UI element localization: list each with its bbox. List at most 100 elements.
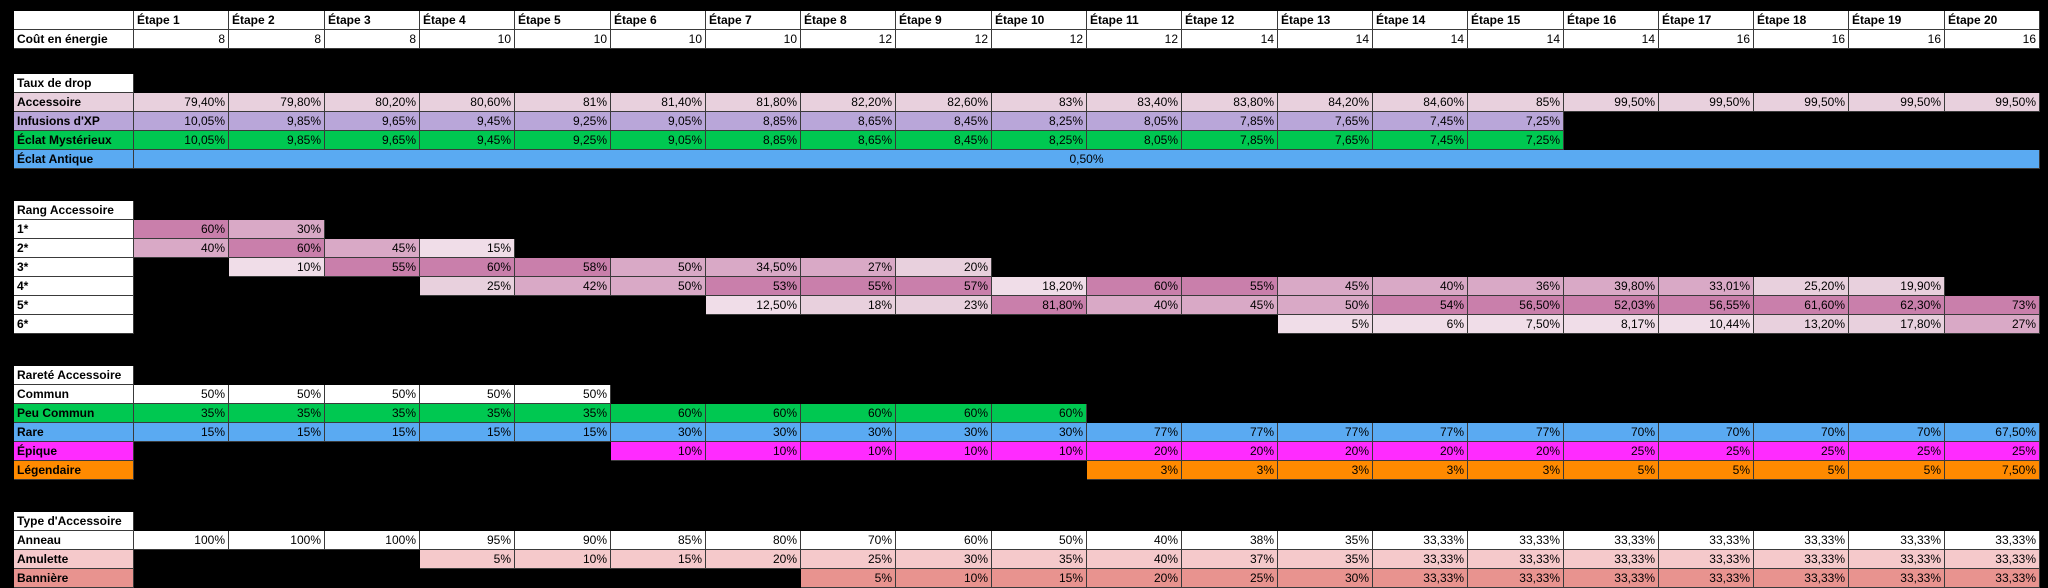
value-cell[interactable]: 8,25% — [992, 131, 1087, 150]
value-cell[interactable]: 84,20% — [1278, 93, 1373, 112]
value-cell[interactable]: 15% — [134, 423, 229, 442]
value-cell[interactable]: 34,50% — [706, 258, 801, 277]
value-cell[interactable]: 33,33% — [1754, 531, 1849, 550]
value-cell[interactable]: 50% — [611, 258, 706, 277]
value-cell[interactable]: 85% — [611, 531, 706, 550]
value-cell[interactable]: 13,20% — [1754, 315, 1849, 334]
row-label[interactable]: Épique — [14, 442, 134, 461]
stage-header[interactable]: Étape 12 — [1182, 11, 1278, 30]
value-cell[interactable]: 3% — [1278, 461, 1373, 480]
value-cell[interactable]: 57% — [896, 277, 992, 296]
value-cell[interactable]: 15% — [229, 423, 325, 442]
row-label[interactable]: 6* — [14, 315, 134, 334]
section-title[interactable]: Type d'Accessoire — [14, 512, 134, 531]
value-cell[interactable]: 99,50% — [1754, 93, 1849, 112]
value-cell[interactable]: 25,20% — [1754, 277, 1849, 296]
value-cell[interactable]: 81% — [515, 93, 611, 112]
value-cell[interactable]: 56,50% — [1468, 296, 1564, 315]
value-cell[interactable]: 36% — [1468, 277, 1564, 296]
value-cell[interactable]: 30% — [706, 423, 801, 442]
stage-header[interactable]: Étape 18 — [1754, 11, 1849, 30]
value-cell[interactable]: 8,05% — [1087, 131, 1182, 150]
value-cell[interactable]: 9,85% — [229, 112, 325, 131]
section-title[interactable]: Taux de drop — [14, 74, 134, 93]
value-cell[interactable]: 3% — [1087, 461, 1182, 480]
value-cell[interactable]: 10,05% — [134, 112, 229, 131]
stage-header[interactable]: Étape 2 — [229, 11, 325, 30]
value-cell[interactable]: 30% — [896, 550, 992, 569]
value-cell[interactable]: 33,33% — [1564, 550, 1659, 569]
row-label[interactable]: 2* — [14, 239, 134, 258]
value-cell[interactable]: 7,25% — [1468, 131, 1564, 150]
value-cell[interactable]: 9,45% — [420, 112, 515, 131]
value-cell[interactable]: 85% — [1468, 93, 1564, 112]
value-cell[interactable]: 25% — [1754, 442, 1849, 461]
section-title[interactable]: Rareté Accessoire — [14, 366, 134, 385]
stage-header[interactable]: Étape 7 — [706, 11, 801, 30]
value-cell[interactable]: 8,05% — [1087, 112, 1182, 131]
value-cell[interactable]: 40% — [1087, 531, 1182, 550]
value-cell[interactable]: 60% — [420, 258, 515, 277]
stage-header[interactable]: Étape 10 — [992, 11, 1087, 30]
value-cell[interactable]: 35% — [229, 404, 325, 423]
row-label[interactable]: Bannière — [14, 569, 134, 588]
value-cell[interactable]: 10% — [992, 442, 1087, 461]
value-cell[interactable]: 7,50% — [1468, 315, 1564, 334]
value-cell[interactable]: 35% — [1278, 531, 1373, 550]
row-label[interactable]: 1* — [14, 220, 134, 239]
energy-cost-cell[interactable]: 16 — [1945, 30, 2040, 49]
energy-cost-cell[interactable]: 14 — [1468, 30, 1564, 49]
value-cell[interactable]: 50% — [611, 277, 706, 296]
value-cell[interactable]: 5% — [1754, 461, 1849, 480]
value-cell[interactable]: 70% — [1564, 423, 1659, 442]
value-cell[interactable]: 30% — [229, 220, 325, 239]
value-cell[interactable]: 33,33% — [1373, 569, 1468, 588]
value-cell[interactable]: 10,05% — [134, 131, 229, 150]
row-label[interactable]: Anneau — [14, 531, 134, 550]
value-cell[interactable]: 15% — [325, 423, 420, 442]
value-cell[interactable]: 95% — [420, 531, 515, 550]
value-cell[interactable]: 54% — [1373, 296, 1468, 315]
value-cell[interactable]: 79,80% — [229, 93, 325, 112]
value-cell[interactable]: 20% — [1373, 442, 1468, 461]
energy-cost-cell[interactable]: 14 — [1278, 30, 1373, 49]
value-cell[interactable]: 3% — [1373, 461, 1468, 480]
value-cell[interactable]: 20% — [1468, 442, 1564, 461]
value-cell[interactable]: 55% — [801, 277, 896, 296]
value-cell[interactable]: 60% — [134, 220, 229, 239]
value-cell[interactable]: 40% — [1087, 296, 1182, 315]
value-cell[interactable]: 9,85% — [229, 131, 325, 150]
value-cell[interactable]: 30% — [801, 423, 896, 442]
value-cell[interactable]: 33,33% — [1659, 531, 1754, 550]
stage-header[interactable]: Étape 1 — [134, 11, 229, 30]
value-cell[interactable]: 33,33% — [1754, 550, 1849, 569]
value-cell[interactable]: 33,33% — [1468, 550, 1564, 569]
value-cell[interactable]: 99,50% — [1659, 93, 1754, 112]
value-cell[interactable]: 10% — [896, 569, 992, 588]
value-cell[interactable]: 33,33% — [1945, 569, 2040, 588]
value-cell[interactable]: 50% — [1278, 296, 1373, 315]
value-cell[interactable]: 60% — [229, 239, 325, 258]
value-cell[interactable]: 80% — [706, 531, 801, 550]
value-cell[interactable]: 60% — [1087, 277, 1182, 296]
value-cell[interactable]: 45% — [1278, 277, 1373, 296]
value-cell[interactable]: 20% — [706, 550, 801, 569]
value-cell[interactable]: 9,05% — [611, 131, 706, 150]
value-cell[interactable]: 8,85% — [706, 131, 801, 150]
energy-cost-cell[interactable]: 14 — [1564, 30, 1659, 49]
value-cell[interactable]: 15% — [611, 550, 706, 569]
value-cell[interactable]: 35% — [515, 404, 611, 423]
value-cell[interactable]: 83,80% — [1182, 93, 1278, 112]
stage-header[interactable]: Étape 13 — [1278, 11, 1373, 30]
value-cell[interactable]: 83% — [992, 93, 1087, 112]
value-cell[interactable]: 33,33% — [1945, 550, 2040, 569]
value-cell[interactable]: 81,80% — [992, 296, 1087, 315]
row-label[interactable]: 4* — [14, 277, 134, 296]
value-cell[interactable]: 50% — [229, 385, 325, 404]
value-cell[interactable]: 5% — [801, 569, 896, 588]
value-cell[interactable]: 67,50% — [1945, 423, 2040, 442]
value-cell[interactable]: 15% — [992, 569, 1087, 588]
value-cell[interactable]: 10% — [801, 442, 896, 461]
value-cell[interactable]: 35% — [134, 404, 229, 423]
energy-cost-cell[interactable]: 10 — [706, 30, 801, 49]
